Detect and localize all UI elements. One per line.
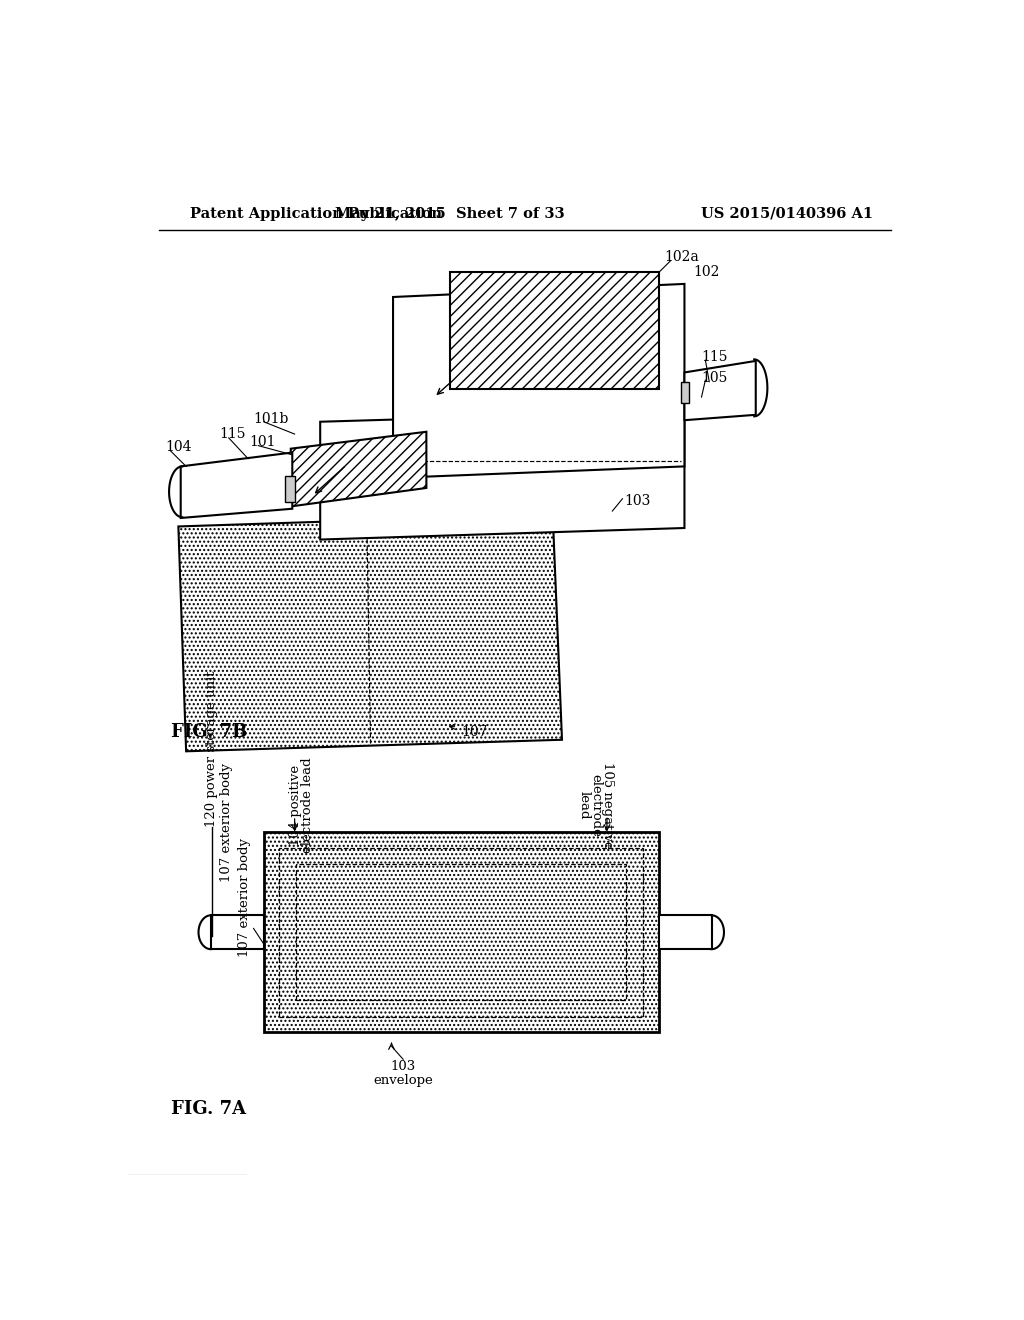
Text: 120 power storage unit: 120 power storage unit — [205, 671, 218, 826]
Text: 107 exterior body: 107 exterior body — [220, 763, 232, 882]
Text: 102a: 102a — [665, 249, 699, 264]
Polygon shape — [658, 915, 712, 949]
Polygon shape — [450, 272, 658, 389]
Text: 101b: 101b — [254, 412, 289, 425]
Polygon shape — [684, 360, 756, 420]
Text: 115: 115 — [701, 350, 728, 364]
Polygon shape — [178, 515, 562, 751]
Text: 101: 101 — [250, 434, 276, 449]
Polygon shape — [291, 432, 426, 507]
Polygon shape — [263, 832, 658, 1032]
Bar — [280, 847, 643, 1016]
Text: Patent Application Publication: Patent Application Publication — [190, 207, 442, 220]
Text: 105 negative: 105 negative — [601, 762, 613, 849]
Polygon shape — [211, 915, 263, 949]
Text: 102: 102 — [693, 265, 720, 280]
Polygon shape — [321, 411, 684, 540]
Text: lead: lead — [578, 791, 591, 820]
Text: 104: 104 — [165, 440, 191, 454]
Text: US 2015/0140396 A1: US 2015/0140396 A1 — [700, 207, 872, 220]
Text: 107: 107 — [461, 725, 487, 739]
Bar — [296, 865, 627, 1001]
Text: 107 exterior body: 107 exterior body — [238, 838, 251, 957]
Bar — [681, 381, 689, 404]
Text: 105: 105 — [701, 371, 728, 385]
Polygon shape — [180, 453, 292, 517]
Text: electrode: electrode — [589, 774, 602, 837]
Bar — [285, 477, 295, 502]
Text: FIG. 7A: FIG. 7A — [171, 1101, 246, 1118]
Text: FIG. 7B: FIG. 7B — [171, 723, 247, 741]
Text: 103: 103 — [390, 1060, 416, 1073]
Text: electrode lead: electrode lead — [301, 758, 314, 853]
Text: envelope: envelope — [374, 1074, 433, 1088]
Text: 103: 103 — [624, 494, 650, 508]
Text: May 21, 2015  Sheet 7 of 33: May 21, 2015 Sheet 7 of 33 — [335, 207, 564, 220]
Text: 104 positive: 104 positive — [290, 764, 302, 846]
Text: 115: 115 — [219, 428, 246, 441]
Polygon shape — [393, 284, 684, 478]
